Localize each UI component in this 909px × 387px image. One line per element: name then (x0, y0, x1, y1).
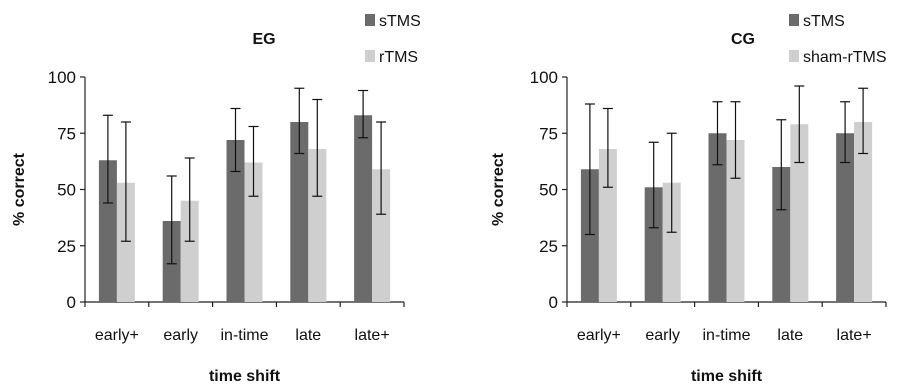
chart-title: CG (731, 31, 755, 48)
bar-rTMS-late (308, 149, 327, 302)
legend-label: sTMS (379, 13, 421, 30)
error-bar-sTMS-early+ (102, 114, 113, 204)
y-axis-label: % correct (11, 152, 28, 226)
error-bar-sTMS-in-time (230, 107, 241, 173)
y-tick-label: 100 (48, 68, 76, 87)
bar-rTMS-early (180, 200, 199, 302)
chart-panel-EG: EG 0 25 50 75 100 early+ early in-time late late+ t… (11, 13, 421, 385)
bar-sTMS-early+ (580, 169, 599, 302)
y-tick-label: 100 (530, 68, 558, 87)
error-bar-sham-rTMS-early+ (602, 107, 613, 188)
legend-label: rTMS (379, 49, 418, 66)
error-bar-sTMS-early (166, 175, 177, 265)
error-bar-rTMS-in-time (248, 125, 259, 197)
y-tick-label: 50 (539, 181, 558, 200)
x-tick-label: early (645, 327, 680, 344)
error-bar-sTMS-late (776, 119, 787, 211)
y-tick-label: 75 (57, 124, 76, 143)
error-bar-sTMS-early (648, 141, 659, 229)
y-axis-label: % correct (490, 152, 507, 226)
error-bar-sTMS-late (294, 87, 305, 155)
x-tick-label: in-time (702, 327, 750, 344)
bar-rTMS-early+ (116, 182, 135, 302)
bar-sTMS-early (644, 187, 663, 302)
y-tick-label: 25 (57, 237, 76, 256)
error-bar-sham-rTMS-late+ (858, 87, 869, 155)
error-bar-rTMS-early (184, 157, 195, 242)
error-bar-rTMS-early+ (120, 121, 131, 242)
bar-sTMS-early+ (98, 160, 117, 302)
error-bar-rTMS-late (312, 98, 323, 197)
error-bar-sTMS-in-time (712, 101, 723, 166)
x-tick-label: early (163, 327, 198, 344)
y-tick-label: 25 (539, 237, 558, 256)
error-bar-sTMS-late+ (840, 101, 851, 164)
legend-swatch (365, 50, 375, 62)
bar-sTMS-in-time (226, 140, 245, 302)
y-tick-label: 50 (57, 181, 76, 200)
y-tick-label: 75 (539, 124, 558, 143)
y-tick-label: 0 (67, 293, 76, 312)
bar-sTMS-late (290, 122, 309, 302)
bar-sham-rTMS-late (790, 124, 809, 302)
legend-entry-sTMS: sTMS (789, 13, 845, 30)
bar-rTMS-late+ (372, 169, 391, 302)
legend-swatch (365, 14, 375, 26)
chart-title: EG (252, 31, 275, 48)
x-tick-label: late+ (837, 327, 872, 344)
legend-swatch (789, 50, 799, 62)
bar-sham-rTMS-in-time (726, 140, 745, 302)
x-tick-label: early+ (577, 327, 621, 344)
bar-sTMS-in-time (708, 133, 727, 302)
error-bar-sTMS-early+ (584, 103, 595, 236)
legend-label: sTMS (803, 13, 845, 30)
x-axis-label: time shift (691, 368, 763, 385)
x-tick-label: early+ (95, 327, 139, 344)
bar-sham-rTMS-late+ (854, 122, 873, 302)
chart-panel-CG: CG 0 25 50 75 100 early+ early in-time late late+ t… (490, 13, 887, 385)
bar-sTMS-late (772, 167, 791, 302)
x-tick-label: late (295, 327, 321, 344)
error-bar-sTMS-late+ (358, 89, 369, 139)
error-bar-sham-rTMS-early (666, 132, 677, 233)
error-bar-sham-rTMS-in-time (730, 101, 741, 179)
bar-sham-rTMS-early (662, 182, 681, 302)
x-axis-label: time shift (209, 368, 281, 385)
bar-sTMS-late+ (354, 115, 373, 302)
legend-entry-sTMS: sTMS (365, 13, 421, 30)
legend-entry-rTMS: rTMS (365, 49, 418, 66)
error-bar-sham-rTMS-late (794, 85, 805, 164)
y-tick-label: 0 (549, 293, 558, 312)
bar-sTMS-late+ (836, 133, 855, 302)
x-tick-label: late (777, 327, 803, 344)
bar-rTMS-in-time (244, 162, 263, 302)
legend-label: sham-rTMS (803, 49, 887, 66)
x-tick-label: in-time (220, 327, 268, 344)
error-bar-rTMS-late+ (376, 121, 387, 215)
legend-swatch (789, 14, 799, 26)
x-tick-label: late+ (355, 327, 390, 344)
legend-entry-sham-rTMS: sham-rTMS (789, 49, 887, 66)
